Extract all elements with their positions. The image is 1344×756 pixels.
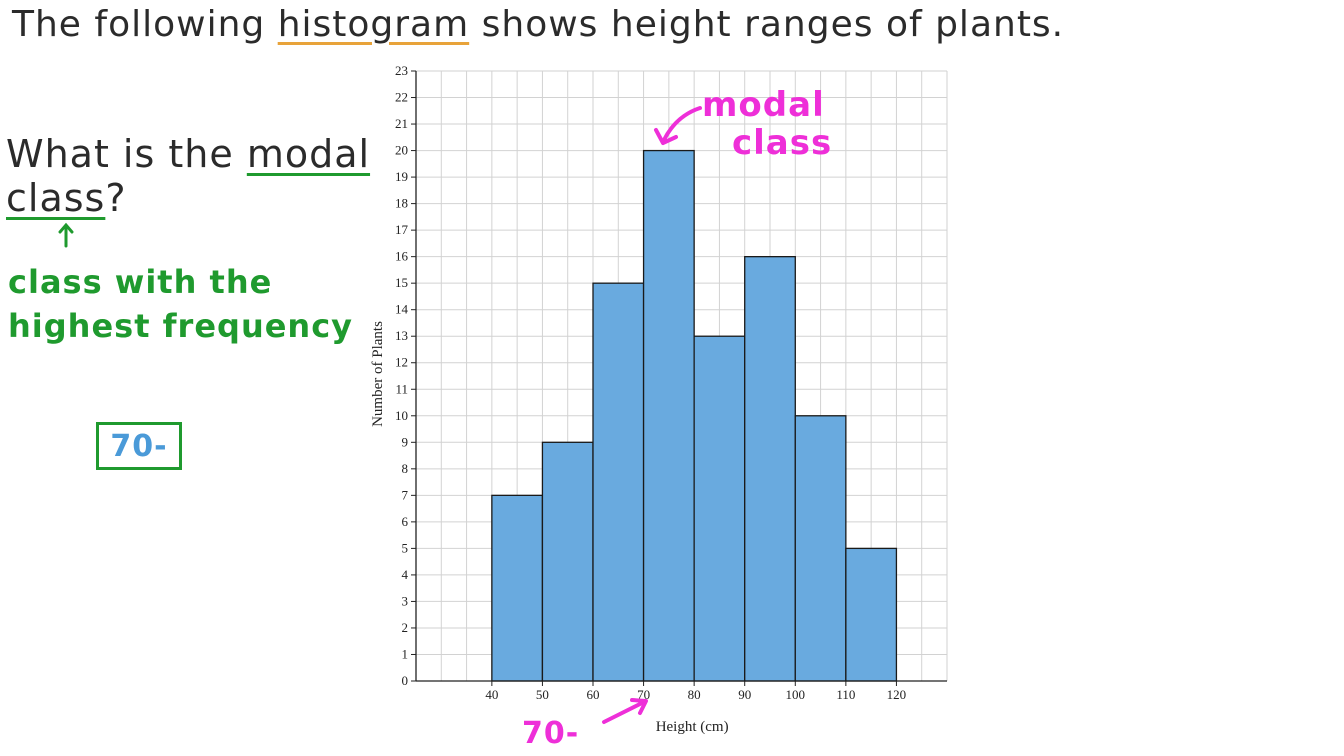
x-axis-annotation: 70-	[522, 716, 580, 751]
y-tick-label: 4	[402, 567, 409, 582]
y-tick-label: 15	[395, 275, 408, 290]
modal-class-annotation: modal class	[702, 86, 832, 162]
y-tick-label: 3	[402, 593, 409, 608]
histogram-bar	[693, 335, 746, 682]
y-tick-label: 19	[395, 169, 408, 184]
question-class-word: class	[6, 176, 106, 220]
histogram-bar	[845, 547, 898, 682]
histogram-bar	[642, 149, 695, 682]
histogram-bar	[491, 494, 544, 682]
y-tick-label: 1	[402, 646, 409, 661]
histogram-bar	[592, 282, 645, 682]
y-tick-label: 23	[395, 63, 408, 78]
x-tick-label: 100	[786, 687, 806, 702]
histogram-bar	[744, 256, 796, 682]
definition-note: class with the highest frequency	[8, 260, 353, 348]
x-tick-label: 110	[836, 687, 855, 702]
y-tick-label: 7	[402, 487, 409, 502]
page-title: The following histogram shows height ran…	[12, 4, 1064, 45]
y-tick-label: 2	[402, 620, 409, 635]
x-tick-label: 90	[738, 687, 751, 702]
x-tick-label: 40	[485, 687, 498, 702]
y-tick-label: 8	[402, 461, 409, 476]
modal-ann-line-2: class	[732, 123, 833, 163]
up-arrow-icon	[58, 222, 74, 248]
histogram-bar	[794, 415, 847, 682]
x-tick-label: 70	[637, 687, 650, 702]
title-pre: The following	[12, 4, 278, 45]
note-line-1: class with the	[8, 263, 273, 301]
title-post: shows height ranges of plants.	[469, 4, 1065, 45]
y-tick-label: 6	[402, 514, 409, 529]
y-tick-label: 18	[395, 196, 408, 211]
question-line-1: What is the modal	[6, 132, 370, 176]
y-tick-label: 12	[395, 355, 408, 370]
histogram-bar	[541, 441, 594, 682]
question-line-2: class?	[6, 176, 370, 220]
y-tick-label: 5	[402, 540, 409, 555]
question-text: What is the modal class?	[6, 132, 370, 220]
question-mark: ?	[105, 176, 127, 220]
x-tick-label: 60	[587, 687, 600, 702]
y-tick-label: 20	[395, 143, 408, 158]
y-tick-label: 13	[395, 328, 408, 343]
title-histogram-word: histogram	[277, 4, 470, 45]
y-tick-label: 22	[395, 90, 408, 105]
y-tick-label: 17	[395, 222, 409, 237]
y-tick-label: 10	[395, 408, 408, 423]
y-tick-label: 14	[395, 302, 409, 317]
y-axis-title: Number of Plants	[370, 321, 386, 427]
x-tick-label: 80	[688, 687, 701, 702]
answer-box: 70-	[96, 422, 182, 470]
x-tick-label: 50	[536, 687, 549, 702]
question-line1-pre: What is the	[6, 132, 247, 176]
question-modal-word: modal	[246, 132, 371, 176]
x-tick-label: 120	[887, 687, 907, 702]
y-tick-label: 9	[402, 434, 409, 449]
x-axis-title: Height (cm)	[656, 719, 729, 735]
modal-ann-line-1: modal	[702, 85, 825, 125]
y-tick-label: 11	[395, 381, 408, 396]
y-tick-label: 21	[395, 116, 408, 131]
answer-text: 70-	[110, 428, 168, 464]
y-tick-label: 16	[395, 249, 409, 264]
note-line-2: highest frequency	[8, 307, 354, 345]
y-tick-label: 0	[402, 673, 409, 688]
